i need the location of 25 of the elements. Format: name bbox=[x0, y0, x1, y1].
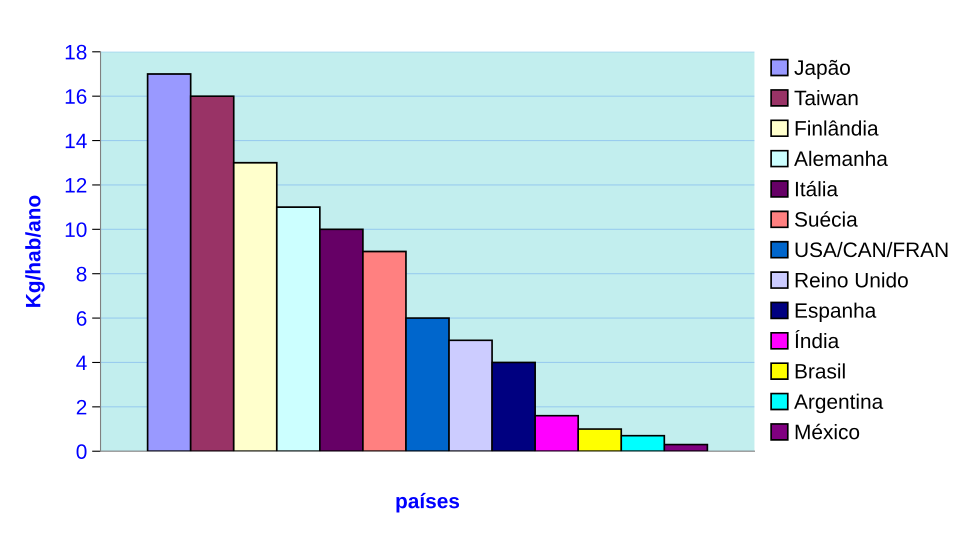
legend-label: Suécia bbox=[794, 211, 858, 227]
legend-label: USA/CAN/FRAN bbox=[796, 242, 948, 258]
y-tick-label: 12 bbox=[66, 178, 86, 192]
legend-label: Alemanha bbox=[794, 150, 888, 166]
y-tick-label: 18 bbox=[66, 44, 86, 60]
legend-label: Espanha bbox=[796, 302, 876, 322]
legend-label: México bbox=[796, 424, 860, 440]
legend-label: Argentina bbox=[794, 394, 884, 414]
y-tick-label: 2 bbox=[76, 400, 86, 414]
x-axis-title: países bbox=[396, 492, 460, 512]
legend-label: Japão bbox=[794, 60, 850, 80]
y-tick-label: 8 bbox=[76, 266, 86, 282]
y-axis-title: Kg/hab/ano bbox=[25, 196, 45, 307]
legend-label: Brasil bbox=[796, 363, 845, 379]
legend-label: Índia bbox=[795, 330, 840, 348]
y-tick-label: 14 bbox=[66, 134, 87, 148]
legend-label: Finlândia bbox=[796, 120, 879, 136]
y-tick-label: 10 bbox=[66, 222, 87, 238]
legend-label: Taiwan bbox=[794, 90, 858, 106]
legend-label: Itália bbox=[796, 180, 838, 196]
y-tick-label: 4 bbox=[76, 356, 87, 370]
legend-label: Reino Unido bbox=[796, 272, 908, 288]
y-tick-label: 16 bbox=[66, 89, 86, 104]
y-tick-label: 6 bbox=[76, 311, 86, 326]
y-tick-label: 0 bbox=[76, 444, 87, 459]
